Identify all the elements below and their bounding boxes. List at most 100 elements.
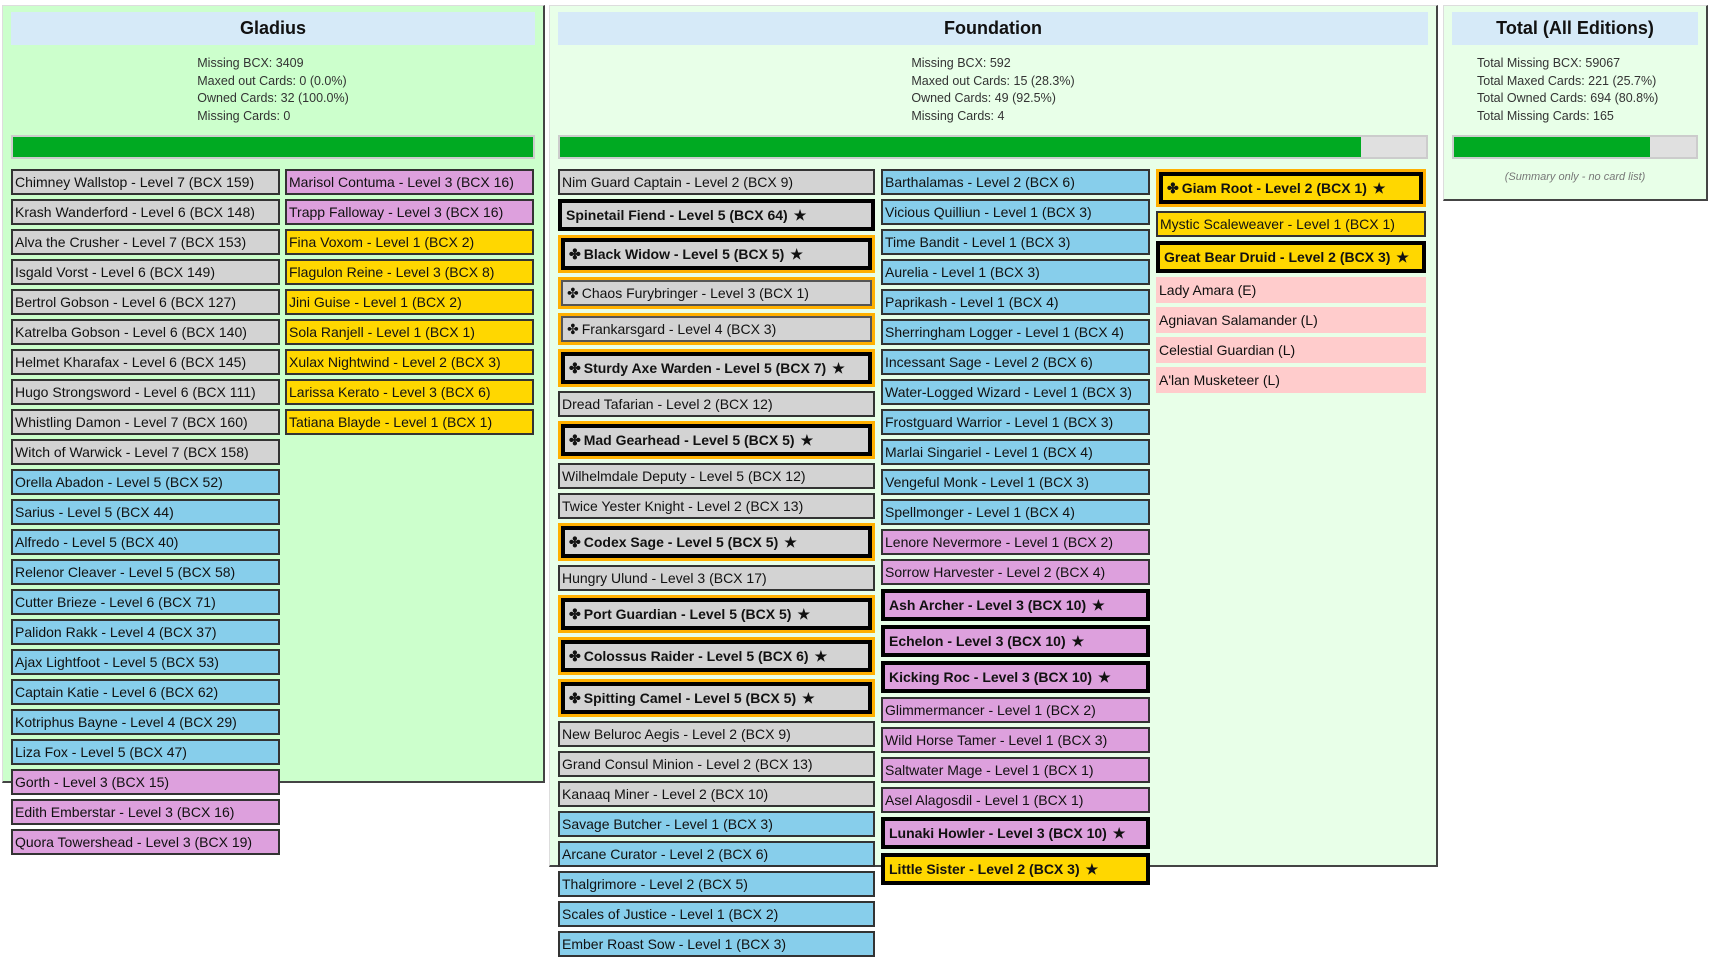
card-item[interactable]: Wild Horse Tamer - Level 1 (BCX 3) xyxy=(881,727,1150,753)
card-item[interactable]: Lenore Nevermore - Level 1 (BCX 2) xyxy=(881,529,1150,555)
gold-foil-card[interactable]: ✤ Colossus Raider - Level 5 (BCX 6) ★ xyxy=(558,637,875,675)
card-item[interactable]: Chimney Wallstop - Level 7 (BCX 159) xyxy=(11,169,280,195)
card-item[interactable]: New Beluroc Aegis - Level 2 (BCX 9) xyxy=(558,721,875,747)
card-item[interactable]: Sarius - Level 5 (BCX 44) xyxy=(11,499,280,525)
card-item[interactable]: Water-Logged Wizard - Level 1 (BCX 3) xyxy=(881,379,1150,405)
card-item[interactable]: ✤ Frankarsgard - Level 4 (BCX 3) xyxy=(561,316,872,342)
card-item[interactable]: Palidon Rakk - Level 4 (BCX 37) xyxy=(11,619,280,645)
gold-foil-card[interactable]: ✤ Codex Sage - Level 5 (BCX 5) ★ xyxy=(558,523,875,561)
card-item[interactable]: Fina Voxom - Level 1 (BCX 2) xyxy=(285,229,534,255)
card-item[interactable]: Ajax Lightfoot - Level 5 (BCX 53) xyxy=(11,649,280,675)
missing-card[interactable]: A'lan Musketeer (L) xyxy=(1156,367,1426,393)
card-label: Xulax Nightwind - Level 2 (BCX 3) xyxy=(289,354,501,370)
missing-card[interactable]: Celestial Guardian (L) xyxy=(1156,337,1426,363)
gold-foil-card[interactable]: ✤ Chaos Furybringer - Level 3 (BCX 1) xyxy=(558,277,875,309)
card-item[interactable]: Echelon - Level 3 (BCX 10) ★ xyxy=(881,625,1150,657)
card-item[interactable]: Spellmonger - Level 1 (BCX 4) xyxy=(881,499,1150,525)
gold-foil-card[interactable]: ✤ Port Guardian - Level 5 (BCX 5) ★ xyxy=(558,595,875,633)
card-item[interactable]: Captain Katie - Level 6 (BCX 62) xyxy=(11,679,280,705)
card-item[interactable]: Liza Fox - Level 5 (BCX 47) xyxy=(11,739,280,765)
card-item[interactable]: Wilhelmdale Deputy - Level 5 (BCX 12) xyxy=(558,463,875,489)
card-item[interactable]: Nim Guard Captain - Level 2 (BCX 9) xyxy=(558,169,875,195)
card-item[interactable]: Incessant Sage - Level 2 (BCX 6) xyxy=(881,349,1150,375)
card-item[interactable]: Sorrow Harvester - Level 2 (BCX 4) xyxy=(881,559,1150,585)
card-item[interactable]: Sherringham Logger - Level 1 (BCX 4) xyxy=(881,319,1150,345)
card-item[interactable]: ✤ Mad Gearhead - Level 5 (BCX 5) ★ xyxy=(561,424,872,456)
gold-foil-card[interactable]: ✤ Frankarsgard - Level 4 (BCX 3) xyxy=(558,313,875,345)
card-item[interactable]: Vicious Quilliun - Level 1 (BCX 3) xyxy=(881,199,1150,225)
gold-foil-card[interactable]: ✤ Giam Root - Level 2 (BCX 1) ★ xyxy=(1156,169,1426,207)
card-item[interactable]: Savage Butcher - Level 1 (BCX 3) xyxy=(558,811,875,837)
card-item[interactable]: ✤ Chaos Furybringer - Level 3 (BCX 1) xyxy=(561,280,872,306)
card-item[interactable]: Edith Emberstar - Level 3 (BCX 16) xyxy=(11,799,280,825)
card-item[interactable]: Xulax Nightwind - Level 2 (BCX 3) xyxy=(285,349,534,375)
card-item[interactable]: Scales of Justice - Level 1 (BCX 2) xyxy=(558,901,875,927)
card-item[interactable]: Grand Consul Minion - Level 2 (BCX 13) xyxy=(558,751,875,777)
card-item[interactable]: Ember Roast Sow - Level 1 (BCX 3) xyxy=(558,931,875,957)
card-item[interactable]: Cutter Brieze - Level 6 (BCX 71) xyxy=(11,589,280,615)
gold-foil-card[interactable]: ✤ Mad Gearhead - Level 5 (BCX 5) ★ xyxy=(558,421,875,459)
card-item[interactable]: Sola Ranjell - Level 1 (BCX 1) xyxy=(285,319,534,345)
gold-foil-card[interactable]: ✤ Sturdy Axe Warden - Level 5 (BCX 7) ★ xyxy=(558,349,875,387)
gold-foil-card[interactable]: ✤ Spitting Camel - Level 5 (BCX 5) ★ xyxy=(558,679,875,717)
card-item[interactable]: Marlai Singariel - Level 1 (BCX 4) xyxy=(881,439,1150,465)
card-item[interactable]: ✤ Colossus Raider - Level 5 (BCX 6) ★ xyxy=(561,640,872,672)
card-item[interactable]: Krash Wanderford - Level 6 (BCX 148) xyxy=(11,199,280,225)
gold-foil-card[interactable]: ✤ Black Widow - Level 5 (BCX 5) ★ xyxy=(558,235,875,273)
star-icon: ★ xyxy=(832,360,845,376)
card-item[interactable]: Dread Tafarian - Level 2 (BCX 12) xyxy=(558,391,875,417)
card-item[interactable]: Ash Archer - Level 3 (BCX 10) ★ xyxy=(881,589,1150,621)
card-item[interactable]: ✤ Black Widow - Level 5 (BCX 5) ★ xyxy=(561,238,872,270)
card-item[interactable]: Aurelia - Level 1 (BCX 3) xyxy=(881,259,1150,285)
card-item[interactable]: Paprikash - Level 1 (BCX 4) xyxy=(881,289,1150,315)
card-item[interactable]: Saltwater Mage - Level 1 (BCX 1) xyxy=(881,757,1150,783)
card-item[interactable]: Lunaki Howler - Level 3 (BCX 10) ★ xyxy=(881,817,1150,849)
card-item[interactable]: ✤ Spitting Camel - Level 5 (BCX 5) ★ xyxy=(561,682,872,714)
card-item[interactable]: Barthalamas - Level 2 (BCX 6) xyxy=(881,169,1150,195)
missing-card[interactable]: Lady Amara (E) xyxy=(1156,277,1426,303)
card-item[interactable]: Kicking Roc - Level 3 (BCX 10) ★ xyxy=(881,661,1150,693)
card-item[interactable]: Marisol Contuma - Level 3 (BCX 16) xyxy=(285,169,534,195)
card-item[interactable]: Hugo Strongsword - Level 6 (BCX 111) xyxy=(11,379,280,405)
card-item[interactable]: Helmet Kharafax - Level 6 (BCX 145) xyxy=(11,349,280,375)
gold-foil-icon: ✤ xyxy=(569,690,581,706)
card-item[interactable]: Time Bandit - Level 1 (BCX 3) xyxy=(881,229,1150,255)
card-item[interactable]: Jini Guise - Level 1 (BCX 2) xyxy=(285,289,534,315)
missing-card[interactable]: Agniavan Salamander (L) xyxy=(1156,307,1426,333)
card-item[interactable]: Alva the Crusher - Level 7 (BCX 153) xyxy=(11,229,280,255)
card-item[interactable]: Great Bear Druid - Level 2 (BCX 3) ★ xyxy=(1156,241,1426,273)
card-item[interactable]: Larissa Kerato - Level 3 (BCX 6) xyxy=(285,379,534,405)
card-item[interactable]: Mystic Scaleweaver - Level 1 (BCX 1) xyxy=(1156,211,1426,237)
card-item[interactable]: Twice Yester Knight - Level 2 (BCX 13) xyxy=(558,493,875,519)
card-item[interactable]: Frostguard Warrior - Level 1 (BCX 3) xyxy=(881,409,1150,435)
card-item[interactable]: Bertrol Gobson - Level 6 (BCX 127) xyxy=(11,289,280,315)
card-item[interactable]: Glimmermancer - Level 1 (BCX 2) xyxy=(881,697,1150,723)
card-item[interactable]: ✤ Sturdy Axe Warden - Level 5 (BCX 7) ★ xyxy=(561,352,872,384)
card-item[interactable]: Katrelba Gobson - Level 6 (BCX 140) xyxy=(11,319,280,345)
card-item[interactable]: Alfredo - Level 5 (BCX 40) xyxy=(11,529,280,555)
card-item[interactable]: Relenor Cleaver - Level 5 (BCX 58) xyxy=(11,559,280,585)
card-item[interactable]: Flagulon Reine - Level 3 (BCX 8) xyxy=(285,259,534,285)
card-item[interactable]: Asel Alagosdil - Level 1 (BCX 1) xyxy=(881,787,1150,813)
card-label: Bertrol Gobson - Level 6 (BCX 127) xyxy=(15,294,236,310)
card-item[interactable]: Hungry Ulund - Level 3 (BCX 17) xyxy=(558,565,875,591)
card-item[interactable]: Thalgrimore - Level 2 (BCX 5) xyxy=(558,871,875,897)
card-item[interactable]: Witch of Warwick - Level 7 (BCX 158) xyxy=(11,439,280,465)
card-item[interactable]: ✤ Giam Root - Level 2 (BCX 1) ★ xyxy=(1159,172,1423,204)
card-item[interactable]: Kanaaq Miner - Level 2 (BCX 10) xyxy=(558,781,875,807)
card-item[interactable]: Orella Abadon - Level 5 (BCX 52) xyxy=(11,469,280,495)
card-item[interactable]: Gorth - Level 3 (BCX 15) xyxy=(11,769,280,795)
card-item[interactable]: Little Sister - Level 2 (BCX 3) ★ xyxy=(881,853,1150,885)
card-item[interactable]: Vengeful Monk - Level 1 (BCX 3) xyxy=(881,469,1150,495)
card-item[interactable]: Kotriphus Bayne - Level 4 (BCX 29) xyxy=(11,709,280,735)
card-item[interactable]: Quora Towershead - Level 3 (BCX 19) xyxy=(11,829,280,855)
card-item[interactable]: Isgald Vorst - Level 6 (BCX 149) xyxy=(11,259,280,285)
card-item[interactable]: Spinetail Fiend - Level 5 (BCX 64) ★ xyxy=(558,199,875,231)
card-item[interactable]: Arcane Curator - Level 2 (BCX 6) xyxy=(558,841,875,867)
card-label: Fina Voxom - Level 1 (BCX 2) xyxy=(289,234,475,250)
card-item[interactable]: Tatiana Blayde - Level 1 (BCX 1) xyxy=(285,409,534,435)
card-item[interactable]: Trapp Falloway - Level 3 (BCX 16) xyxy=(285,199,534,225)
card-item[interactable]: ✤ Codex Sage - Level 5 (BCX 5) ★ xyxy=(561,526,872,558)
card-item[interactable]: Whistling Damon - Level 7 (BCX 160) xyxy=(11,409,280,435)
card-item[interactable]: ✤ Port Guardian - Level 5 (BCX 5) ★ xyxy=(561,598,872,630)
